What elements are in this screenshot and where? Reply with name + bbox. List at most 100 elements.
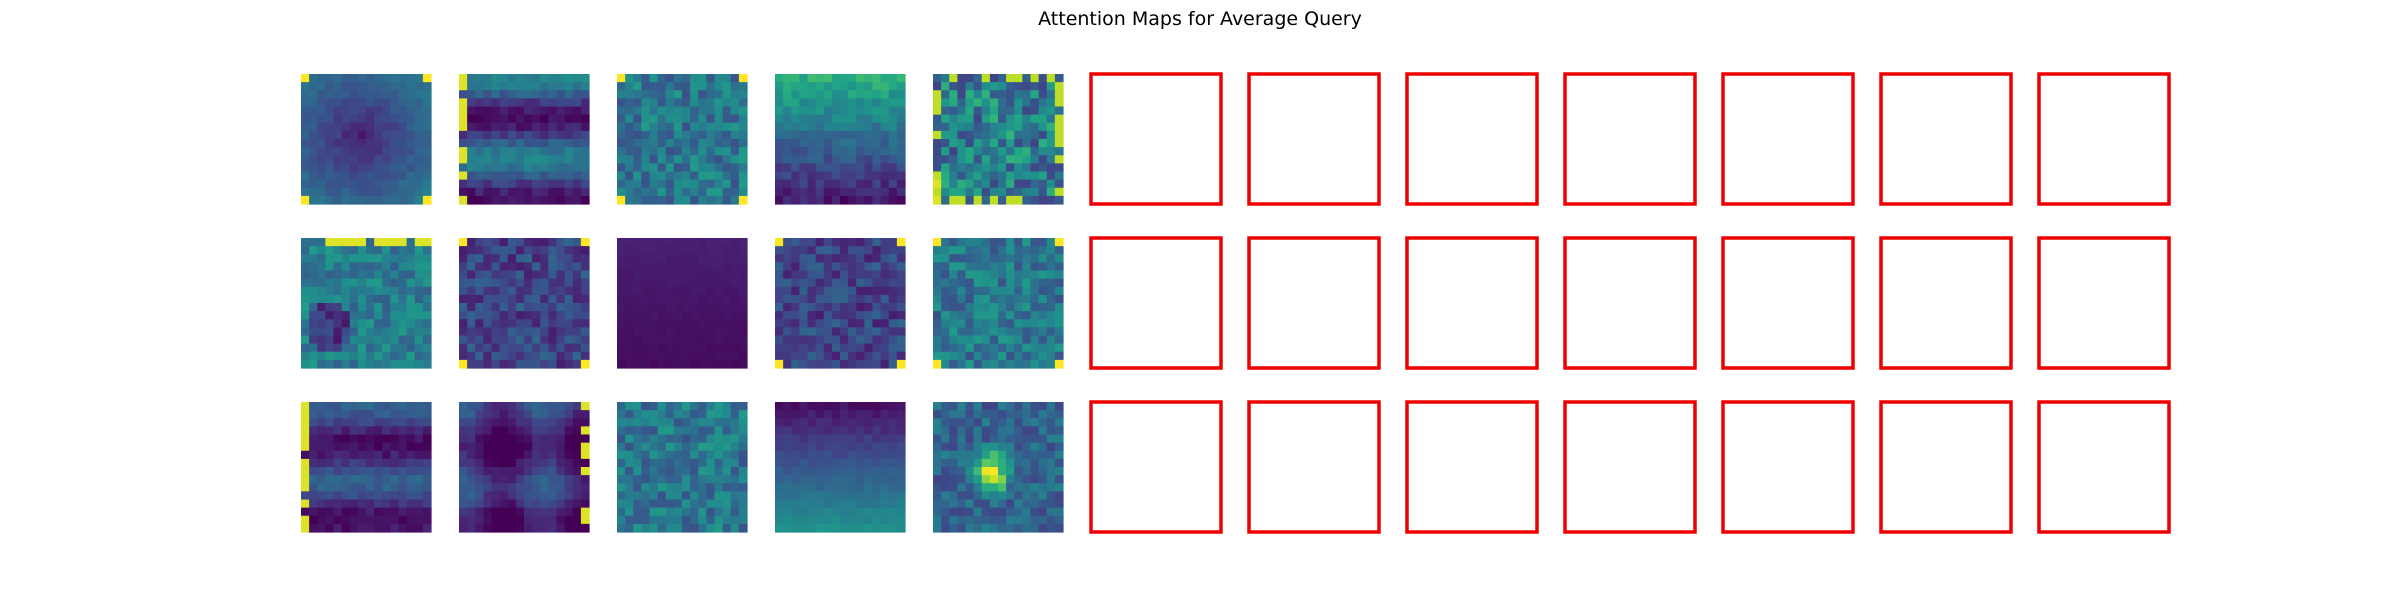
heatmap-cell (690, 278, 699, 288)
heatmap-cell (317, 122, 326, 132)
heatmap-cell (1014, 179, 1023, 189)
heatmap-cell (981, 286, 991, 296)
heatmap-cell (941, 507, 950, 517)
heatmap-cell (730, 155, 740, 164)
heatmap-cell (564, 418, 574, 427)
heatmap-cell (864, 147, 874, 156)
heatmap-cell (807, 106, 817, 116)
heatmap-cell (357, 179, 367, 189)
heatmap-cell (422, 114, 432, 124)
heatmap-cell (499, 74, 509, 83)
heatmap-cell (540, 171, 549, 181)
heatmap-cell (325, 254, 335, 263)
heatmap-cell (540, 246, 549, 255)
heatmap-cell (807, 523, 817, 533)
heatmap-cell (374, 311, 383, 320)
heatmap-cell (649, 106, 659, 116)
heatmap-cell (366, 507, 375, 517)
heatmap-cell (973, 523, 983, 533)
heatmap-cell (791, 114, 800, 124)
heatmap-cell (864, 195, 874, 205)
heatmap-cell (657, 523, 667, 533)
heatmap-cell (673, 246, 683, 255)
heatmap-cell (564, 171, 574, 181)
heatmap-cell (309, 483, 318, 492)
heatmap-cell (690, 82, 699, 91)
heatmap-cell (880, 246, 890, 255)
heatmap-cell (783, 450, 792, 460)
heatmap-cell (540, 467, 549, 476)
heatmap-cell (532, 262, 541, 272)
heatmap-cell (333, 434, 343, 444)
heatmap-cell (1022, 319, 1032, 328)
heatmap-cell (1022, 402, 1032, 411)
heatmap-cell (317, 82, 326, 91)
heatmap-cell (515, 426, 525, 436)
heatmap-cell (941, 311, 950, 320)
heatmap-cell (775, 106, 784, 116)
heatmap-cell (625, 171, 634, 181)
heatmap-cell (998, 499, 1007, 509)
heatmap-cell (933, 327, 942, 337)
heatmap-cell (540, 122, 549, 132)
heatmap-cell (1006, 270, 1015, 280)
heatmap-cell (896, 286, 906, 296)
heatmap-cell (641, 343, 651, 353)
heatmap-cell (572, 467, 582, 476)
heatmap-cell (1022, 122, 1032, 132)
heatmap-cell (673, 483, 683, 492)
heatmap-cell (1022, 246, 1032, 255)
heatmap-cell (309, 171, 318, 181)
heatmap-cell (657, 187, 667, 197)
heatmap-cell (398, 303, 408, 312)
heatmap-cell (532, 270, 541, 280)
heatmap-cell (333, 82, 343, 91)
heatmap-cell (382, 507, 391, 517)
heatmap-cell (1030, 483, 1040, 492)
heatmap-cell (864, 410, 874, 419)
heatmap-cell (382, 246, 391, 255)
heatmap-cell (864, 179, 874, 189)
heatmap-cell (856, 74, 865, 83)
heatmap-cell (933, 262, 942, 272)
heatmap-cell (941, 523, 950, 533)
heatmap-cell (815, 74, 825, 83)
heatmap-cell (815, 515, 825, 525)
heatmap-cell (815, 499, 825, 509)
heatmap-cell (540, 402, 549, 411)
heatmap-cell (406, 311, 416, 320)
heatmap-cell (714, 515, 724, 525)
heatmap-cell (848, 246, 857, 255)
heatmap-cell (888, 467, 898, 476)
heatmap-cell (989, 507, 999, 517)
heatmap-cell (625, 139, 634, 148)
heatmap-cell (706, 122, 716, 132)
heatmap-cell (1022, 155, 1032, 164)
heatmap-cell (617, 82, 626, 91)
heatmap-cell (965, 434, 975, 444)
heatmap-cell (414, 483, 424, 492)
heatmap-cell (475, 90, 484, 99)
heatmap-cell (1054, 195, 1064, 205)
heatmap-cell (349, 171, 359, 181)
heatmap-cell (706, 402, 716, 411)
heatmap-cell (722, 130, 732, 140)
heatmap-cell (366, 491, 375, 501)
heatmap-cell (1038, 294, 1048, 304)
heatmap-cell (673, 155, 683, 164)
heatmap-cell (823, 327, 833, 337)
heatmap-cell (981, 442, 991, 452)
heatmap-cell (467, 327, 476, 337)
heatmap-cell (483, 254, 493, 263)
heatmap-cell (933, 319, 942, 328)
heatmap-cell (722, 351, 732, 361)
heatmap-cell (333, 515, 343, 525)
empty-panel-r3-c10 (1721, 400, 1855, 534)
heatmap-cell (690, 155, 699, 164)
heatmap-cell (556, 303, 566, 312)
heatmap-cell (475, 238, 484, 247)
heatmap-cell (949, 311, 958, 320)
heatmap-cell (333, 442, 343, 452)
heatmap-cell (580, 467, 590, 476)
heatmap-cell (888, 442, 898, 452)
